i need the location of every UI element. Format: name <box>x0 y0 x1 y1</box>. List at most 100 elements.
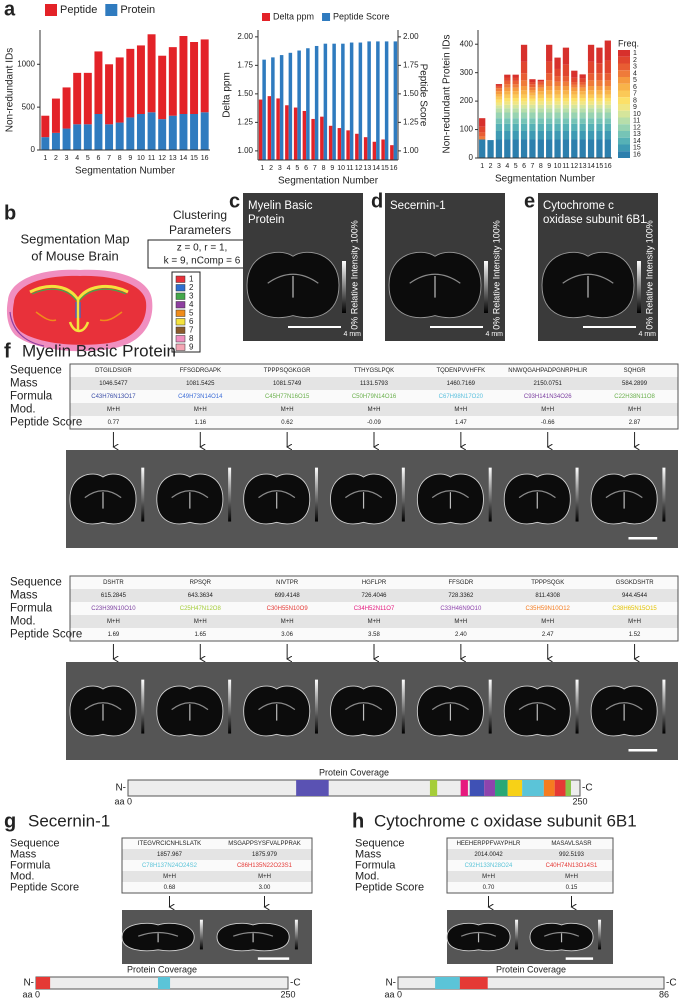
table-cell: 615.2845 <box>101 593 127 599</box>
y2-tick-label: 1.50 <box>403 89 419 98</box>
bar <box>190 114 199 150</box>
bar <box>73 72 82 125</box>
x-tick-label: 4 <box>287 165 291 172</box>
panel-label: h <box>352 810 364 832</box>
bar <box>537 84 544 88</box>
y-tick-label: 300 <box>460 68 474 77</box>
bar <box>332 43 336 160</box>
n-label: N- <box>23 978 34 989</box>
table-cell: RPSQR <box>190 580 212 586</box>
legend-label: 5 <box>633 77 637 84</box>
bar <box>311 118 315 160</box>
bar <box>504 87 511 92</box>
table-row <box>70 589 678 602</box>
bar <box>367 41 371 161</box>
bar <box>571 70 578 78</box>
table-row <box>70 390 678 403</box>
bar <box>168 115 177 150</box>
bar <box>579 104 586 109</box>
table-cell: M+H <box>368 619 381 625</box>
table-cell: C34H52N11O7 <box>354 606 395 612</box>
bar <box>554 139 561 158</box>
bar <box>596 90 603 95</box>
bar <box>546 86 553 91</box>
table-row <box>122 860 312 871</box>
bar <box>596 112 603 119</box>
colorbar <box>228 679 232 734</box>
coverage-segment <box>157 977 171 989</box>
brain-structure <box>543 931 580 937</box>
bar <box>587 86 595 91</box>
bar <box>504 80 511 85</box>
bar <box>136 114 145 150</box>
coverage-segment <box>495 780 508 796</box>
row-label: Peptide Score <box>355 881 424 893</box>
table-cell: 1081.5749 <box>273 381 302 387</box>
x-tick-label: 11 <box>562 163 569 170</box>
table-cell: C50H79N14O16 <box>352 394 397 400</box>
table-cell: 3.06 <box>281 632 293 638</box>
bar <box>512 118 519 124</box>
bar <box>587 97 595 102</box>
scale-label: 4 mm <box>486 331 504 338</box>
x-tick-label: 11 <box>148 155 155 162</box>
table-cell: 2014.0042 <box>474 852 503 858</box>
row-label: Formula <box>10 391 53 403</box>
bar <box>200 39 209 113</box>
bar <box>495 84 503 86</box>
brain-structure <box>562 273 614 284</box>
row-label: Mod. <box>10 404 36 416</box>
bar <box>604 73 611 81</box>
bar <box>546 130 553 140</box>
table-cell: 0.77 <box>108 420 120 426</box>
legend-swatch <box>175 318 186 326</box>
table-cell: TPPPSQGKGGR <box>264 368 311 374</box>
bar <box>537 97 544 102</box>
bar <box>537 118 544 124</box>
bar <box>504 101 511 105</box>
colorbar <box>575 679 579 734</box>
bar <box>302 110 307 160</box>
bar <box>512 97 519 102</box>
y-axis-title: Delta ppm <box>222 72 233 118</box>
legend-swatch <box>618 70 630 77</box>
colorbar-label: 0% Relative Intensity 100% <box>644 220 654 330</box>
legend-swatch <box>618 151 630 158</box>
bar <box>495 88 503 92</box>
bar <box>520 108 528 113</box>
table-cell: 2.47 <box>542 632 554 638</box>
bar <box>504 84 511 88</box>
bar <box>529 92 536 96</box>
bar <box>604 112 611 119</box>
bar <box>604 90 611 95</box>
map-region <box>9 311 45 347</box>
bar <box>579 101 586 105</box>
colorbar <box>488 467 492 522</box>
legend-swatch <box>618 104 630 111</box>
bar <box>479 118 486 127</box>
bar <box>537 87 544 92</box>
bar <box>596 108 603 113</box>
table-cell: M+H <box>107 407 120 413</box>
bar <box>504 94 511 98</box>
legend-swatch <box>618 50 630 57</box>
brain-structure <box>518 490 556 499</box>
brain-structure <box>345 702 383 711</box>
legend-swatch <box>175 309 186 317</box>
table-cell: TPPPSQGK <box>531 580 564 586</box>
x-tick-label: 6 <box>304 165 308 172</box>
bar <box>587 94 595 98</box>
legend-label: 7 <box>189 326 194 335</box>
row-label: Mod. <box>10 616 36 628</box>
legend-swatch <box>618 83 630 91</box>
bar <box>546 44 553 62</box>
x-tick-label: 13 <box>363 165 371 172</box>
bar <box>520 118 528 124</box>
bar <box>604 130 611 140</box>
bar <box>306 48 310 160</box>
row-label: Sequence <box>355 837 405 849</box>
y2-tick-label: 1.25 <box>403 117 419 126</box>
table-cell: 728.3362 <box>448 593 474 599</box>
bar <box>596 139 603 158</box>
